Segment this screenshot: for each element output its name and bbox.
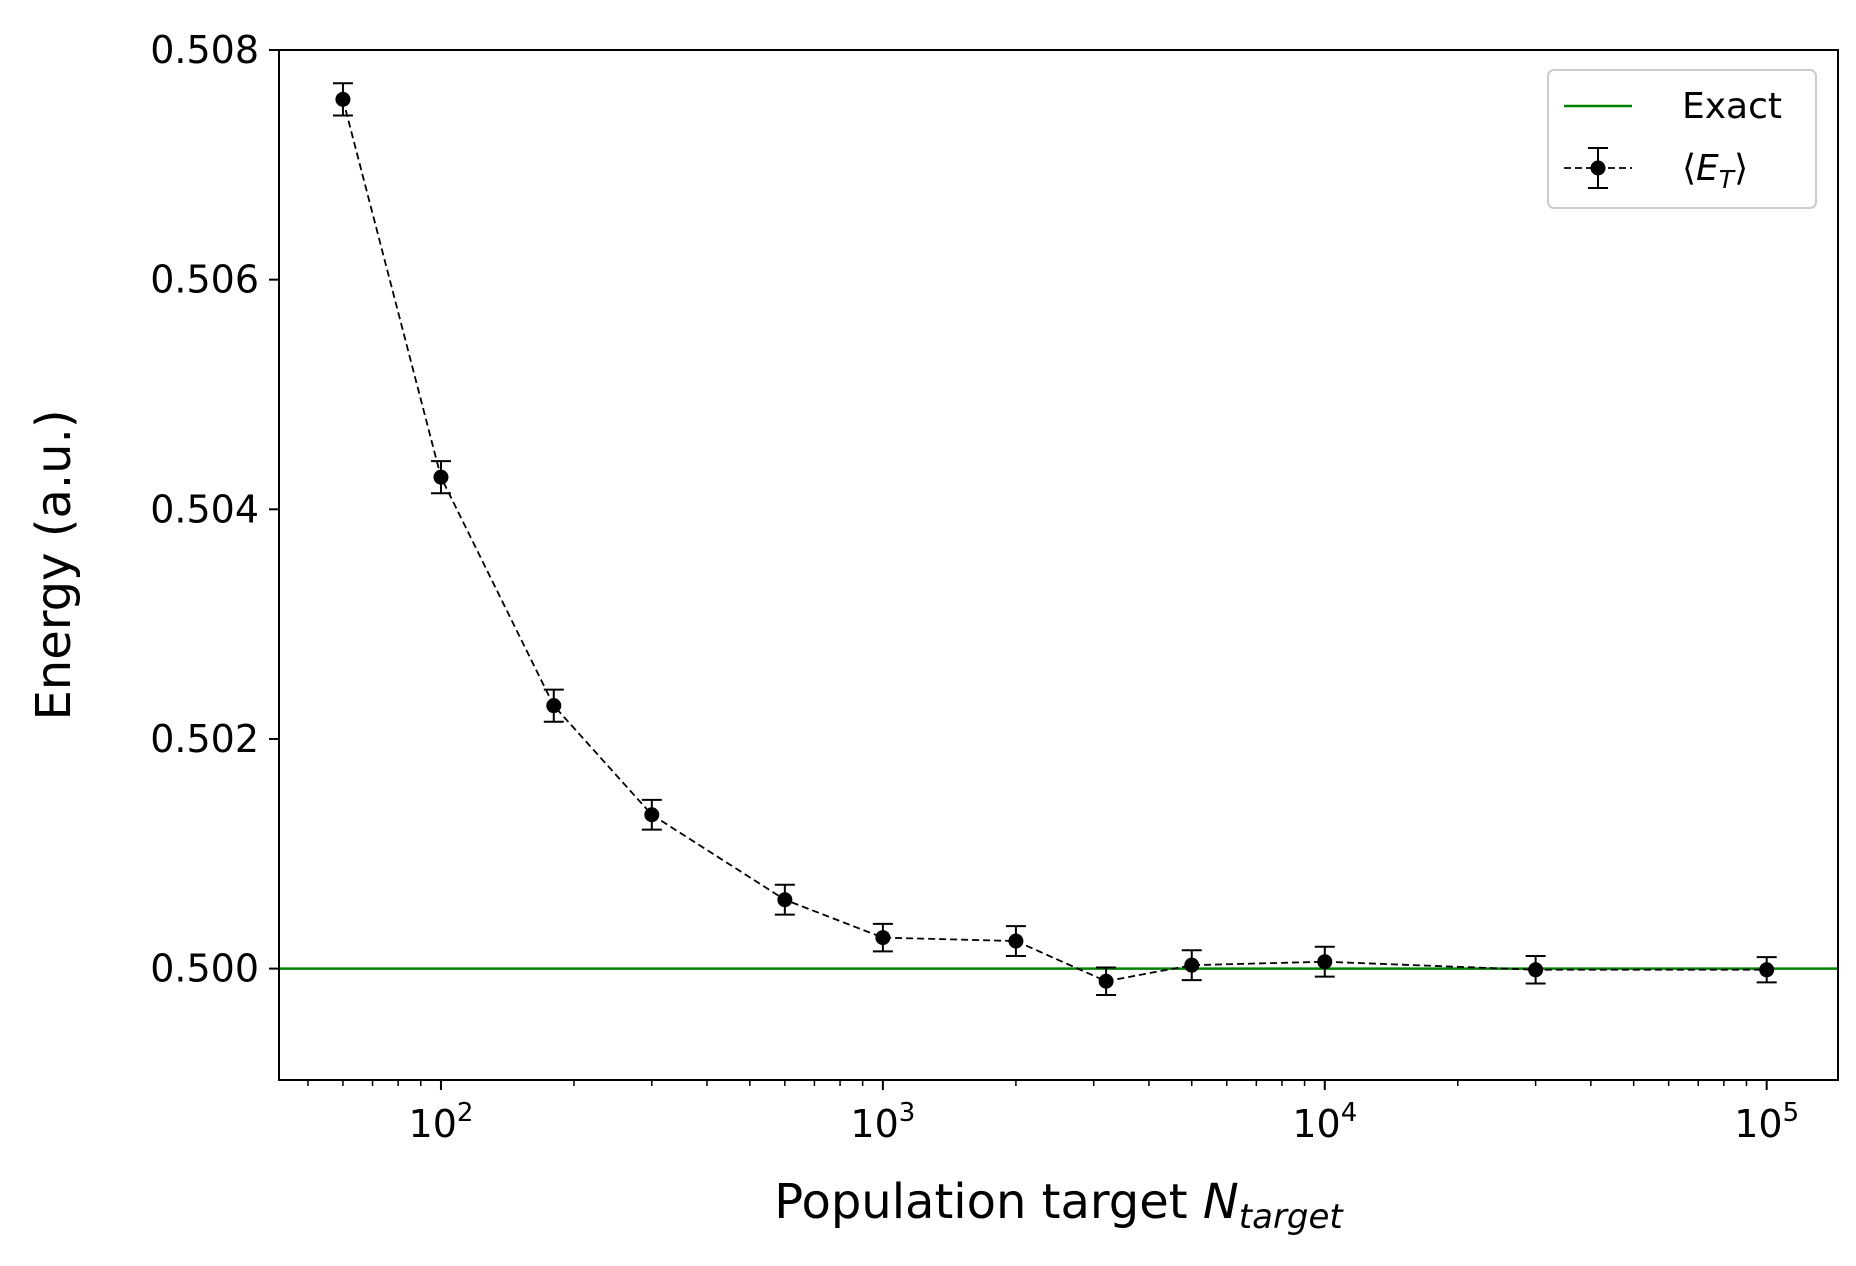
- data-point: [1314, 945, 1335, 978]
- legend-et-swatch: [1564, 147, 1632, 189]
- data-point: [641, 798, 662, 831]
- series-line: [342, 99, 1767, 983]
- legend-box: [1547, 69, 1817, 209]
- legend-exact-label: Exact: [1682, 86, 1782, 127]
- plot-area: [279, 82, 1838, 997]
- x-tick-label: 102: [409, 1098, 474, 1146]
- plot-contents: [279, 82, 1838, 997]
- x-axis-label: Population target Ntarget: [774, 1174, 1344, 1237]
- y-tick-label: 0.506: [150, 258, 259, 302]
- data-point: [1756, 956, 1777, 984]
- data-point: [1096, 966, 1117, 997]
- x-tick-label: 105: [1734, 1098, 1799, 1146]
- axes: 0.500 0.502 0.504 0.506 0.508 102 103 104 105 Pop…: [26, 28, 1839, 1237]
- legend-et-label: ⟨ET⟩: [1682, 148, 1748, 194]
- data-point: [430, 460, 451, 495]
- data-point: [543, 688, 564, 723]
- data-point: [872, 922, 893, 953]
- y-tick-label: 0.504: [150, 487, 259, 531]
- data-marker: [1008, 933, 1024, 949]
- legend: Exact ⟨ET⟩: [1547, 69, 1817, 209]
- y-tick-label: 0.508: [150, 28, 259, 72]
- data-marker: [1098, 973, 1114, 989]
- y-tick-label: 0.502: [150, 717, 259, 761]
- data-marker: [1317, 954, 1333, 970]
- data-marker: [335, 91, 351, 107]
- data-point: [774, 883, 795, 916]
- data-point: [1181, 949, 1202, 982]
- data-marker: [644, 807, 660, 823]
- data-marker: [433, 469, 449, 485]
- axes-frame: [278, 49, 1839, 1081]
- y-tick-label: 0.500: [150, 947, 259, 991]
- data-marker: [1528, 962, 1544, 978]
- data-point: [332, 82, 353, 117]
- data-marker: [1759, 962, 1775, 978]
- x-tick-label: 103: [850, 1098, 915, 1146]
- data-point: [1525, 954, 1546, 985]
- data-marker: [546, 698, 562, 714]
- data-marker: [875, 930, 891, 946]
- x-tick-label: 104: [1292, 1098, 1357, 1146]
- data-marker: [777, 892, 793, 908]
- legend-et-marker: [1590, 160, 1606, 176]
- y-axis-label: Energy (a.u.): [26, 409, 82, 720]
- data-marker: [1184, 957, 1200, 973]
- data-point: [1005, 925, 1026, 957]
